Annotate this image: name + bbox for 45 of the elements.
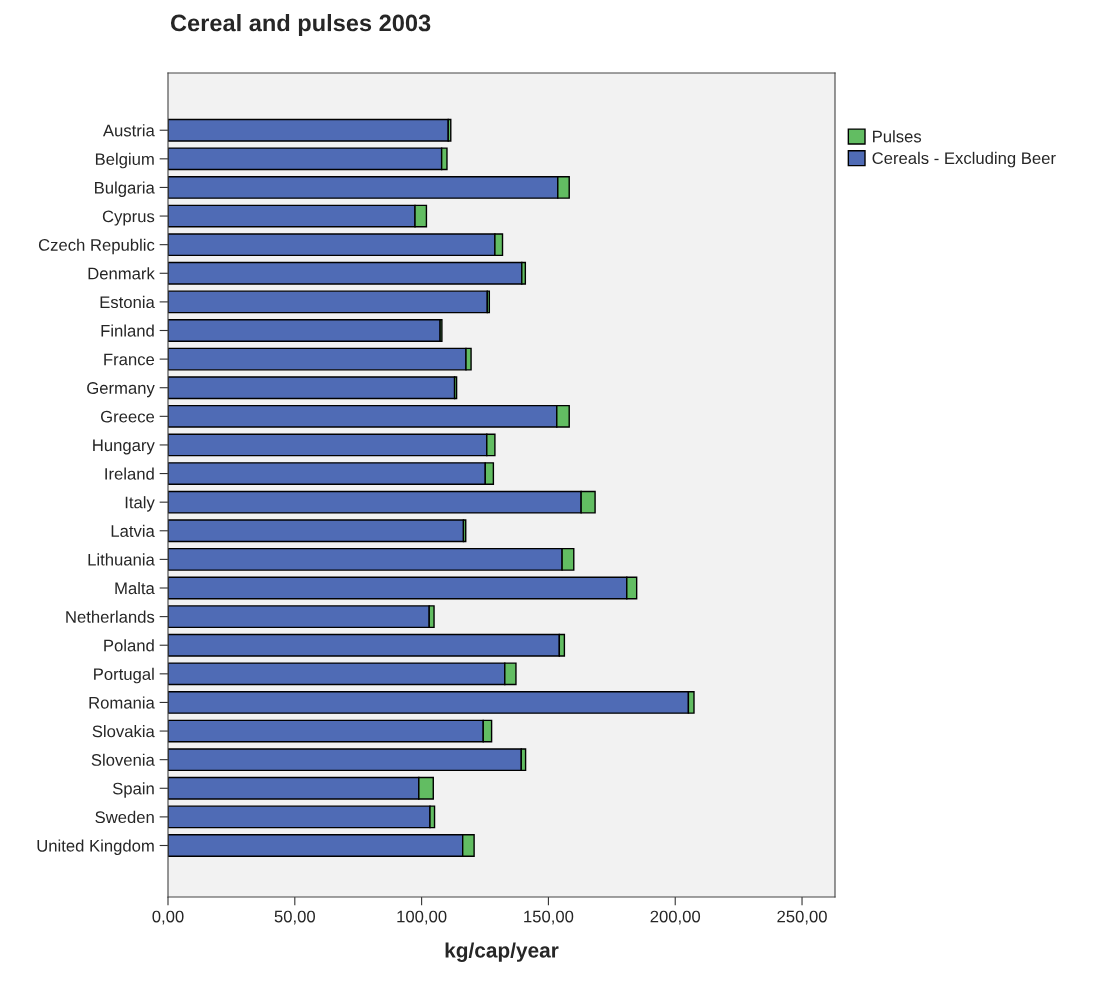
x-tick-label: 0,00 bbox=[152, 910, 184, 925]
x-tick-label: 200,00 bbox=[650, 910, 701, 925]
bar bbox=[168, 633, 561, 657]
y-tick-label: Netherlands bbox=[66, 610, 155, 623]
y-tick-label: Germany bbox=[87, 382, 155, 398]
y-tick-label: Portugal bbox=[94, 667, 154, 684]
x-tick-label: 150,00 bbox=[524, 910, 574, 925]
y-tick-label: France bbox=[104, 353, 155, 366]
bar bbox=[168, 118, 449, 142]
y-tick-label: Romania bbox=[89, 696, 155, 709]
y-tick-label: Austria bbox=[102, 124, 155, 137]
bar bbox=[168, 290, 488, 314]
y-tick-label: Lithuania bbox=[88, 553, 155, 566]
bar bbox=[168, 376, 456, 400]
y-tick-label: Poland bbox=[104, 639, 154, 652]
x-tick-label: 100,00 bbox=[397, 910, 447, 925]
y-tick-label: Sweden bbox=[95, 810, 154, 824]
y-tick-label: Hungary bbox=[93, 439, 155, 455]
y-tick-label: Denmark bbox=[88, 267, 155, 280]
y-tick-label: Latvia bbox=[111, 524, 155, 537]
bar bbox=[168, 319, 441, 342]
chart-title: Cereal and pulses 2003 bbox=[170, 14, 431, 36]
y-tick-label: United Kingdom bbox=[37, 839, 154, 855]
legend-label: Pulses bbox=[873, 130, 922, 143]
y-tick-label: Belgium bbox=[95, 152, 154, 169]
bar bbox=[168, 519, 465, 543]
bar bbox=[168, 261, 523, 285]
legend-label: Cereals - Excluding Beer bbox=[872, 151, 1056, 168]
y-tick-label: Finland bbox=[101, 324, 154, 337]
y-tick-label: Czech Republic bbox=[38, 238, 155, 255]
bar bbox=[168, 748, 522, 772]
y-tick-label: Estonia bbox=[100, 295, 155, 309]
y-tick-label: Malta bbox=[115, 581, 155, 595]
x-tick-label: 50,00 bbox=[274, 910, 316, 925]
x-axis-title: kg/cap/year bbox=[445, 942, 559, 962]
y-tick-label: Greece bbox=[100, 410, 155, 423]
y-tick-label: Slovenia bbox=[91, 753, 155, 766]
y-tick-label: Spain bbox=[112, 782, 154, 798]
y-tick-label: Ireland bbox=[105, 467, 154, 480]
y-tick-label: Italy bbox=[125, 496, 155, 512]
y-tick-label: Bulgaria bbox=[95, 181, 155, 197]
bar bbox=[168, 805, 431, 829]
y-tick-label: Slovakia bbox=[92, 725, 155, 738]
y-tick-label: Cyprus bbox=[102, 210, 155, 226]
x-tick-label: 250,00 bbox=[777, 910, 827, 925]
